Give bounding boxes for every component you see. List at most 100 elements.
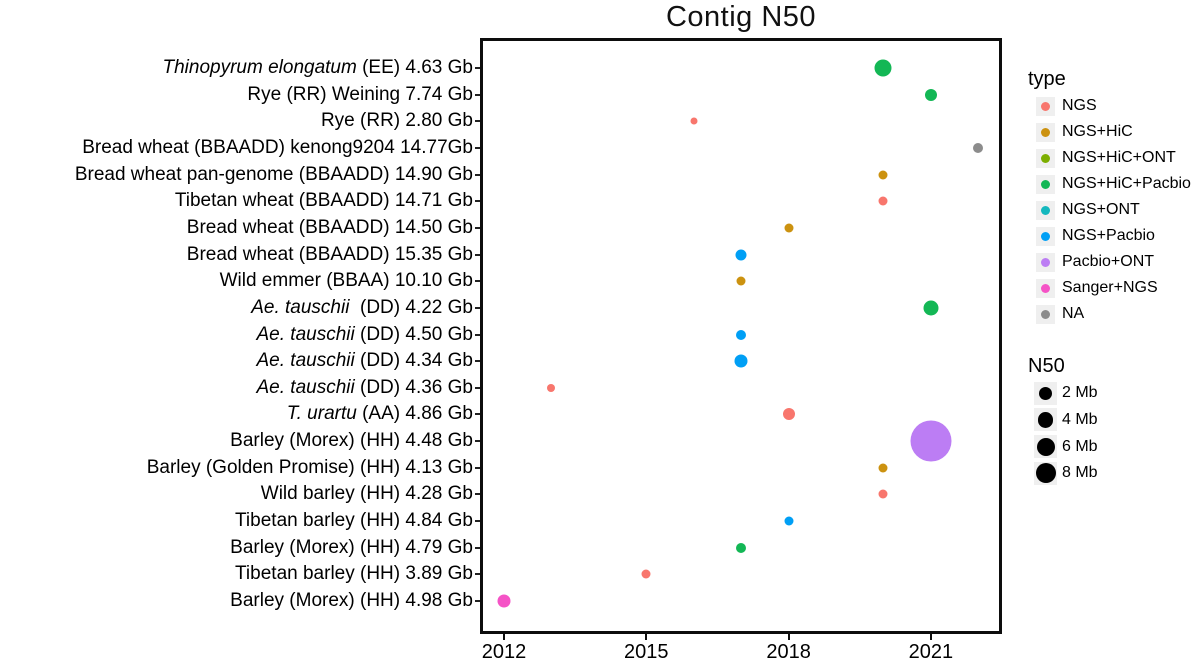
y-axis-label-text: (DD) 4.22 Gb xyxy=(349,296,473,318)
y-axis-label-text: Barley (Golden Promise) (HH) 4.13 Gb xyxy=(146,456,473,478)
legend-size-key xyxy=(1034,461,1057,485)
legend-type-key xyxy=(1036,122,1055,142)
y-axis-tick xyxy=(475,67,480,69)
legend-type-label: Pacbio+ONT xyxy=(1062,253,1155,270)
y-axis-label-text: (DD) 4.34 Gb xyxy=(354,350,473,372)
y-axis-label: Rye (RR) Weining 7.74 Gb xyxy=(247,84,473,106)
y-axis-tick xyxy=(475,573,480,576)
y-axis-tick xyxy=(475,466,480,469)
y-axis-label: Tibetan barley (HH) 3.89 Gb xyxy=(235,563,473,585)
y-axis-tick xyxy=(475,146,480,149)
y-axis-label: Rye (RR) 2.80 Gb xyxy=(321,110,473,132)
y-axis-label: Tibetan barley (HH) 4.84 Gb xyxy=(235,510,473,532)
y-axis-label: Bread wheat pan-genome (BBAADD) 14.90 Gb xyxy=(75,164,473,186)
species-name-italic: Thinopyrum elongatum xyxy=(162,57,357,78)
data-point xyxy=(547,383,556,392)
x-axis-tick xyxy=(929,634,932,640)
legend-type-key xyxy=(1036,278,1055,298)
legend-type-label: Sanger+NGS xyxy=(1062,279,1158,296)
y-axis-tick xyxy=(475,413,480,416)
species-name-italic: Ae. tauschii xyxy=(256,376,355,398)
x-axis-tick-label: 2018 xyxy=(766,641,811,663)
x-axis-tick xyxy=(787,634,790,640)
y-axis-label-text: Wild emmer (BBAA) 10.10 Gb xyxy=(219,270,473,292)
data-point xyxy=(878,463,888,473)
species-name-italic: T. urartu xyxy=(286,403,357,425)
y-axis-tick xyxy=(475,333,480,336)
y-axis-tick xyxy=(475,440,480,443)
y-axis-label: T. urartu (AA) 4.86 Gb xyxy=(287,403,473,425)
y-axis-tick xyxy=(475,200,480,203)
legend-type-label: NA xyxy=(1062,305,1085,322)
y-axis-label-text: (DD) 4.50 Gb xyxy=(354,323,473,345)
y-axis-tick xyxy=(475,306,480,309)
y-axis-label-text: (AA) 4.86 Gb xyxy=(356,403,473,425)
data-point xyxy=(878,489,888,499)
y-axis-label: Barley (Morex) (HH) 4.48 Gb xyxy=(230,430,473,452)
legend-type-key xyxy=(1036,96,1055,116)
legend-type-key xyxy=(1036,252,1055,272)
y-axis-label-text: Tibetan barley (HH) 4.84 Gb xyxy=(235,510,473,532)
y-axis-label: Ae. tauschii (DD) 4.50 Gb xyxy=(257,324,474,346)
legend-size-title: N50 xyxy=(1028,355,1065,377)
legend-size-dot xyxy=(1039,386,1052,400)
legend-type-label: NGS+Pacbio xyxy=(1062,227,1155,244)
legend-size-dot xyxy=(1035,463,1056,484)
y-axis-tick xyxy=(475,253,480,256)
y-axis-tick xyxy=(475,386,480,389)
legend-type-label: NGS+HiC xyxy=(1062,123,1133,140)
y-axis-label-text: Wild barley (HH) 4.28 Gb xyxy=(260,483,473,505)
y-axis-label-text: Barley (Morex) (HH) 4.79 Gb xyxy=(230,536,473,558)
legend-color-dot xyxy=(1041,153,1050,163)
y-axis-tick xyxy=(475,120,480,123)
data-point xyxy=(910,420,952,462)
y-axis-label-text: Bread wheat (BBAADD) 14.50 Gb xyxy=(186,216,473,238)
y-axis-label: Wild barley (HH) 4.28 Gb xyxy=(261,483,473,505)
data-point xyxy=(784,223,794,233)
y-axis-label: Barley (Morex) (HH) 4.98 Gb xyxy=(230,590,473,612)
legend-size-label: 6 Mb xyxy=(1062,437,1098,455)
data-point xyxy=(923,300,939,316)
data-point xyxy=(878,170,888,180)
legend-color-dot xyxy=(1041,257,1050,267)
y-axis-label: Barley (Golden Promise) (HH) 4.13 Gb xyxy=(147,457,473,479)
y-axis-tick xyxy=(475,360,480,363)
legend-size-dot xyxy=(1037,412,1054,428)
legend-color-dot xyxy=(1041,127,1050,137)
species-name-italic: Ae. tauschii xyxy=(256,350,355,372)
x-axis-tick xyxy=(503,634,505,640)
legend-type-label: NGS+HiC+Pacbio xyxy=(1062,175,1191,192)
legend-type-key xyxy=(1036,148,1055,168)
data-point xyxy=(973,142,984,153)
legend-type-label: NGS+ONT xyxy=(1062,201,1140,218)
chart-title: Contig N50 xyxy=(665,1,817,33)
data-point xyxy=(874,59,892,77)
legend-size-label: 8 Mb xyxy=(1062,464,1098,482)
legend-type-key xyxy=(1036,200,1055,220)
legend-color-dot xyxy=(1041,101,1050,111)
legend-type-label: NGS+HiC+ONT xyxy=(1062,149,1176,166)
data-point xyxy=(641,569,651,579)
y-axis-label-text: (EE) 4.63 Gb xyxy=(356,57,473,78)
y-axis-tick xyxy=(475,546,480,549)
x-axis-tick-label: 2012 xyxy=(481,641,527,663)
data-point xyxy=(878,196,888,206)
y-axis-label: Bread wheat (BBAADD) 15.35 Gb xyxy=(187,244,473,266)
legend-color-dot xyxy=(1041,283,1050,293)
y-axis-label: Ae. tauschii (DD) 4.36 Gb xyxy=(257,377,474,399)
y-axis-tick xyxy=(475,493,480,496)
y-axis-label-text: Tibetan wheat (BBAADD) 14.71 Gb xyxy=(174,190,473,212)
data-point xyxy=(734,354,748,368)
y-axis-label-text: Bread wheat (BBAADD) kenong9204 14.77Gb xyxy=(82,136,473,158)
y-axis-label-text: Rye (RR) Weining 7.74 Gb xyxy=(247,83,473,105)
x-axis-tick-label: 2015 xyxy=(624,641,669,663)
legend-size-key xyxy=(1034,381,1057,405)
data-point xyxy=(497,594,511,608)
y-axis-tick xyxy=(475,226,480,229)
y-axis-label: Ae. tauschii (DD) 4.22 Gb xyxy=(251,297,473,319)
legend-size-key xyxy=(1034,408,1057,432)
y-axis-label-text: Barley (Morex) (HH) 4.98 Gb xyxy=(230,590,473,611)
legend-color-dot xyxy=(1041,205,1050,215)
y-axis-label: Ae. tauschii (DD) 4.34 Gb xyxy=(257,350,474,372)
legend-type-key xyxy=(1036,174,1055,194)
